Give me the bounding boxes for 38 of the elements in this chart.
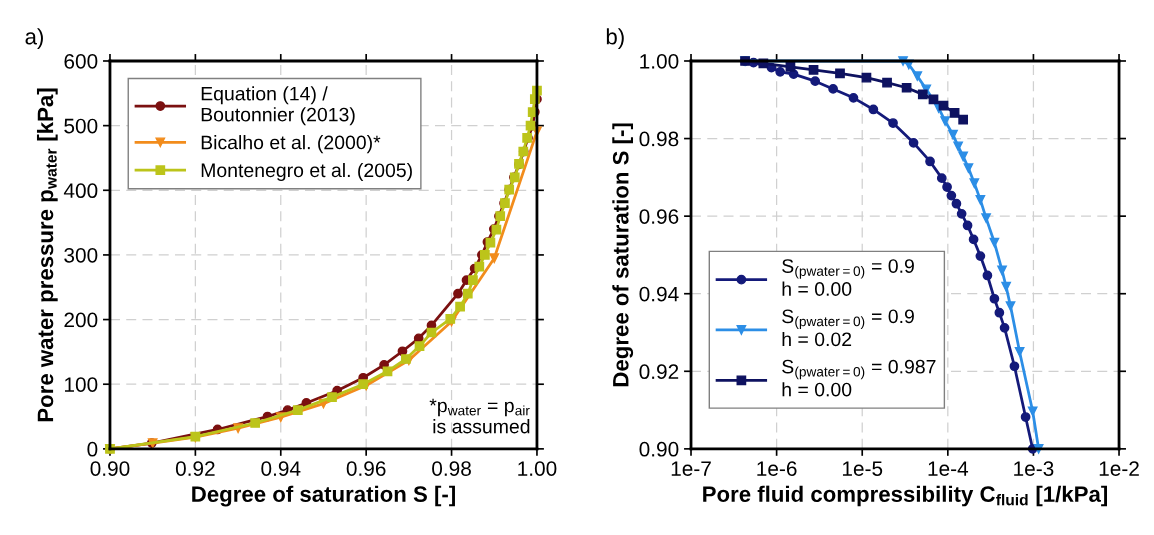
x-tick-label: 1e-6 <box>757 461 797 476</box>
x-tick-label: 1e-5 <box>842 461 883 476</box>
y-tick-label: 0.96 <box>639 209 679 224</box>
x-tick-label: 1.00 <box>518 461 557 476</box>
y-tick-label: 100 <box>65 377 98 392</box>
y-tick-label: 0.94 <box>639 286 679 302</box>
y-tick-label: 600 <box>64 53 98 69</box>
x-axis-title: Pore fluid compressibility C$_{fluid}$ [1/kPa] <box>703 485 1107 507</box>
x-tick-label: 1e-7 <box>671 461 711 476</box>
y-tick-label: 200 <box>64 312 98 328</box>
chart-title: b) <box>606 28 624 49</box>
legend-label: S$_{(pwater=0)}$ = 0.9 h = 0.02 <box>782 309 914 347</box>
y-tick-label: 0.92 <box>639 364 679 380</box>
y-axis-title: Degree of saturation S [-] <box>612 123 634 387</box>
legend-label: Equation (14) / Boutonnier (2013) <box>201 86 355 126</box>
y-tick-label: 400 <box>63 183 98 199</box>
y-tick-label: 300 <box>64 247 98 263</box>
x-tick-label: 1e-2 <box>1099 461 1139 476</box>
legend-label: Montenegro et al. (2005) <box>201 162 412 182</box>
x-tick-label: 0.98 <box>432 461 471 476</box>
x-tick-label: 1e-3 <box>1014 461 1054 476</box>
y-tick-label: 1.00 <box>640 53 679 69</box>
y-tick-label: 500 <box>64 118 98 134</box>
y-tick-label: 0 <box>87 441 98 457</box>
annotation: *p$_{water}$ = p$_{air}$ is assumed <box>429 398 530 434</box>
legend-label: Bicalho et al. (2000)* <box>201 135 381 154</box>
y-tick-label: 0.98 <box>639 131 679 147</box>
y-tick-label: 0.90 <box>639 441 679 457</box>
x-tick-label: 0.92 <box>175 461 215 476</box>
legend-label: S$_{(pwater=0)}$ = 0.9 h = 0.00 <box>782 259 914 296</box>
x-tick-label: 0.94 <box>261 461 301 476</box>
x-tick-label: 0.90 <box>90 461 130 476</box>
x-tick-label: 0.96 <box>346 461 386 476</box>
chart-title: a) <box>25 28 43 49</box>
legend-label: S$_{(pwater=0)}$ = 0.987 h = 0.00 <box>782 359 936 397</box>
y-axis-title: Pore water pressure p$_{water}$ [kPa] <box>36 88 58 422</box>
x-axis-title: Degree of saturation S [-] <box>192 485 455 507</box>
x-tick-label: 1e-4 <box>928 461 969 476</box>
